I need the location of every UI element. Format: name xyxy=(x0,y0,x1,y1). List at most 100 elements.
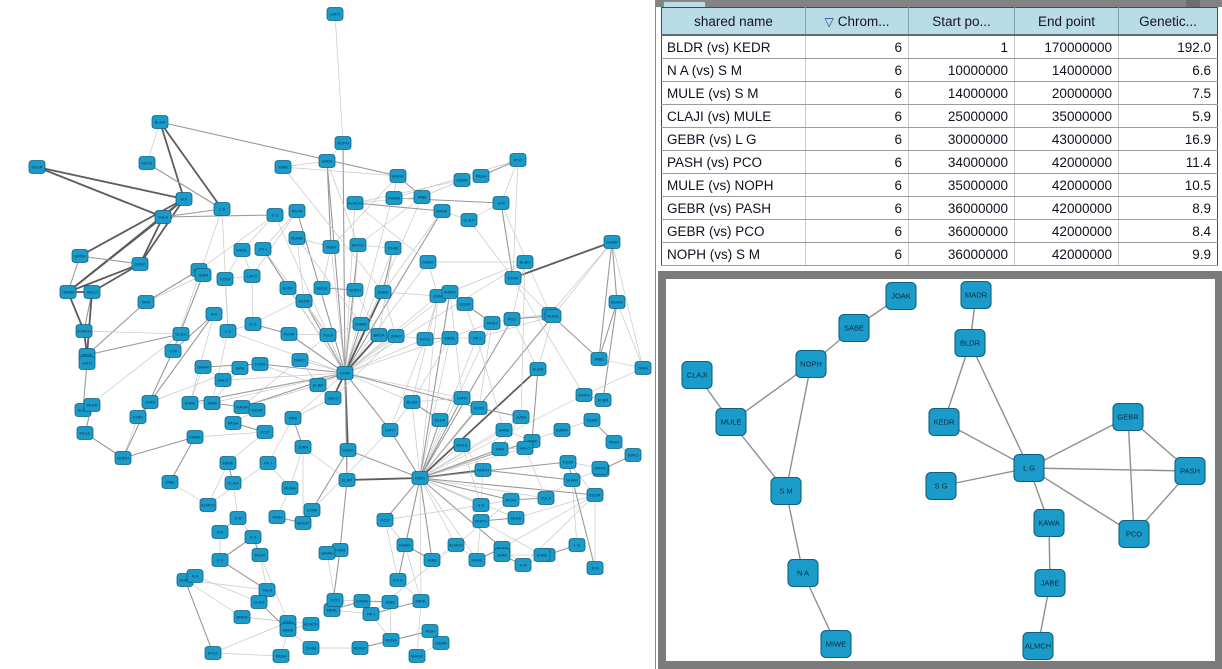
table-cell[interactable]: N A (vs) S M xyxy=(661,58,806,82)
table-cell[interactable]: 9.9 xyxy=(1118,242,1218,266)
network-node[interactable]: CHIM xyxy=(302,641,320,655)
table-cell[interactable]: 6 xyxy=(805,104,909,128)
network-node[interactable]: S M xyxy=(229,511,247,525)
table-cell[interactable]: BLDR (vs) KEDR xyxy=(661,35,806,59)
network-node[interactable]: JABE xyxy=(1034,568,1066,598)
network-node[interactable]: TASH xyxy=(634,361,652,375)
network-node[interactable]: GEBR xyxy=(1112,402,1144,432)
network-node[interactable]: SHAW xyxy=(352,317,370,331)
network-node[interactable]: JABE xyxy=(381,595,399,609)
network-node[interactable]: N A xyxy=(787,558,819,588)
network-node[interactable]: KODI xyxy=(470,401,488,415)
table-cell[interactable]: NOPH (vs) S M xyxy=(661,242,806,266)
network-node[interactable]: S G xyxy=(244,317,262,331)
table-cell[interactable]: 14000000 xyxy=(908,81,1015,105)
network-node[interactable]: PASH xyxy=(605,435,623,449)
network-node[interactable]: KAWA xyxy=(353,594,371,608)
network-node[interactable]: KAWA xyxy=(1033,508,1065,538)
table-cell[interactable]: 7.5 xyxy=(1118,81,1218,105)
network-node[interactable]: L G xyxy=(568,538,586,552)
network-node[interactable]: GRAN xyxy=(194,360,212,374)
network-node[interactable]: CLAJI xyxy=(172,327,190,341)
table-row[interactable]: GEBR (vs) PCO 6 36000000 42000000 8.4 xyxy=(661,219,1218,243)
table-cell[interactable]: MULE (vs) NOPH xyxy=(661,173,806,197)
network-node[interactable]: BLDR xyxy=(403,395,421,409)
column-header-chromosome[interactable]: ▽ Chrom... xyxy=(805,7,909,36)
network-node[interactable]: GEBR xyxy=(583,413,601,427)
network-node[interactable]: IVAK xyxy=(491,442,509,456)
network-node[interactable]: PEXA xyxy=(502,493,520,507)
table-cell[interactable]: 42000000 xyxy=(1014,150,1119,174)
network-node[interactable]: KEDR xyxy=(83,398,101,412)
network-node[interactable]: TULA xyxy=(154,210,172,224)
network-node[interactable]: JOAK xyxy=(885,281,917,311)
network-node[interactable]: ALMCH xyxy=(346,196,364,210)
network-node[interactable]: NOPH xyxy=(346,283,364,297)
network-node[interactable]: MULE xyxy=(453,438,471,452)
table-cell[interactable]: 10000000 xyxy=(908,58,1015,82)
network-node[interactable]: KEDR xyxy=(928,407,960,437)
network-node[interactable]: SABE xyxy=(318,154,336,168)
network-node[interactable]: MERL xyxy=(441,331,459,345)
network-node[interactable]: N A xyxy=(211,525,229,539)
network-node[interactable]: SABE xyxy=(181,396,199,410)
network-node[interactable]: SABE xyxy=(533,548,551,562)
network-node[interactable]: TASH xyxy=(421,624,439,638)
table-cell[interactable]: 35000000 xyxy=(1014,104,1119,128)
network-node[interactable]: MIWE xyxy=(433,204,451,218)
network-node[interactable]: JABE xyxy=(590,352,608,366)
network-node[interactable]: KAWA xyxy=(186,430,204,444)
network-node[interactable]: KEDR xyxy=(431,413,449,427)
network-node[interactable]: LATO xyxy=(453,391,471,405)
network-node[interactable]: MIWE xyxy=(219,456,237,470)
network-node[interactable]: TULA xyxy=(319,328,337,342)
filter-icon[interactable]: ▽ xyxy=(824,14,834,29)
network-node[interactable]: HALO xyxy=(83,285,101,299)
table-cell[interactable]: 42000000 xyxy=(1014,219,1119,243)
table-cell[interactable]: GEBR (vs) PASH xyxy=(661,196,806,220)
network-node[interactable]: JOAK xyxy=(274,160,292,174)
network-node[interactable]: DAKO xyxy=(339,443,357,457)
network-node[interactable]: MULE xyxy=(313,281,331,295)
network-node[interactable]: JOAK xyxy=(203,396,221,410)
network-node[interactable]: TULA xyxy=(537,491,555,505)
network-node[interactable]: SHAW xyxy=(563,473,581,487)
table-cell[interactable]: 20000000 xyxy=(1014,81,1119,105)
table-cell[interactable]: PASH (vs) PCO xyxy=(661,150,806,174)
network-node[interactable]: PCO xyxy=(326,593,344,607)
table-cell[interactable]: GEBR (vs) L G xyxy=(661,127,806,151)
table-cell[interactable]: 6 xyxy=(805,127,909,151)
network-node[interactable]: BLDR xyxy=(151,115,169,129)
table-cell[interactable]: 6 xyxy=(805,173,909,197)
table-cell[interactable]: 43000000 xyxy=(1014,127,1119,151)
network-node[interactable]: SABE xyxy=(374,285,392,299)
table-cell[interactable]: 16.9 xyxy=(1118,127,1218,151)
column-header-end-point[interactable]: End point xyxy=(1014,7,1119,36)
network-node[interactable]: GEBR xyxy=(456,297,474,311)
network-node[interactable]: L G xyxy=(219,324,237,338)
network-node[interactable]: BOGO xyxy=(608,295,626,309)
network-node[interactable]: PCO xyxy=(256,425,274,439)
network-node[interactable]: KODI xyxy=(411,471,429,485)
network-node[interactable]: JUNO xyxy=(387,329,405,343)
network-node[interactable]: ALMCH xyxy=(199,498,217,512)
network-node[interactable]: PASH xyxy=(483,316,501,330)
table-cell[interactable]: 6 xyxy=(805,219,909,243)
network-node[interactable]: N A xyxy=(205,307,223,321)
network-node[interactable]: MULE xyxy=(507,511,525,525)
table-cell[interactable]: 42000000 xyxy=(1014,196,1119,220)
network-node[interactable]: LATO xyxy=(243,269,261,283)
network-node[interactable]: LATO xyxy=(381,423,399,437)
network-node[interactable]: ELBR xyxy=(594,393,612,407)
network-node[interactable]: S G xyxy=(925,471,957,501)
network-node[interactable]: BLDR xyxy=(954,328,986,358)
table-cell[interactable]: 35000000 xyxy=(908,173,1015,197)
network-node[interactable]: MULE xyxy=(76,426,94,440)
network-node[interactable]: SABE xyxy=(495,423,513,437)
network-node[interactable]: L G xyxy=(211,553,229,567)
network-node[interactable]: S M xyxy=(514,558,532,572)
table-cell[interactable]: 34000000 xyxy=(908,150,1015,174)
network-node[interactable]: NOPH xyxy=(474,463,492,477)
network-node[interactable]: MADR xyxy=(960,280,992,310)
network-node[interactable]: JABE xyxy=(413,190,431,204)
